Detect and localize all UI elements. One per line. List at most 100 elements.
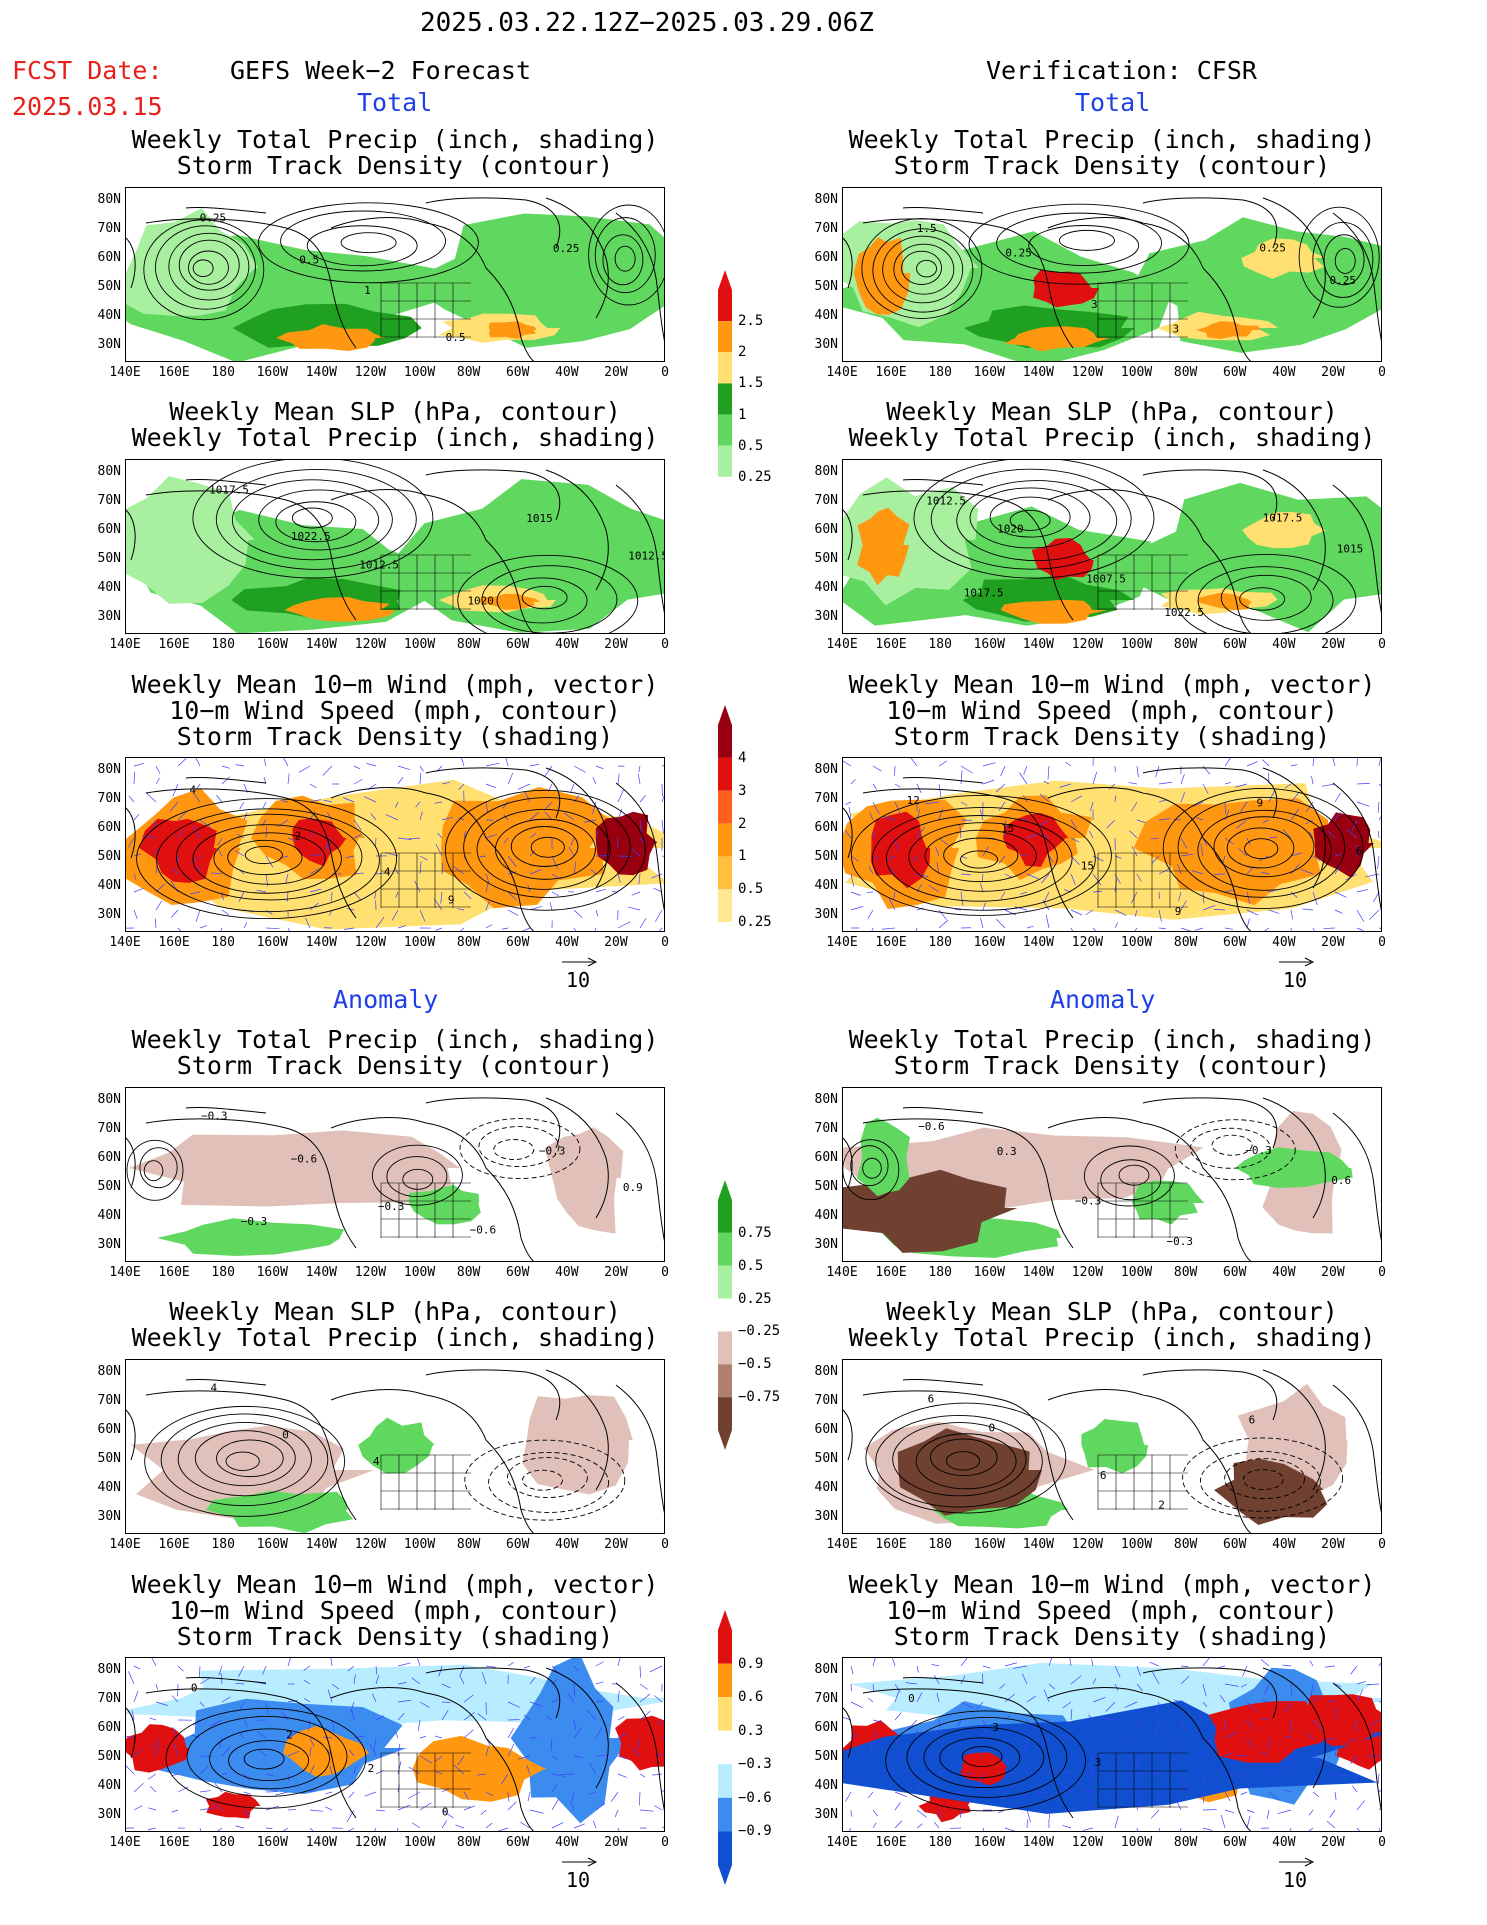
wind-vector [407,837,421,840]
wind-vector [1378,1701,1381,1703]
wind-vector [1202,1827,1213,1831]
colorbar-cap [718,705,732,725]
precip-anomaly [544,1127,624,1234]
wind-vector [435,1771,443,1775]
wind-vector [1149,1661,1160,1667]
wind-vector [595,1661,604,1667]
wind-vector [309,1827,314,1831]
wind-vector [868,1697,874,1703]
wind-vector [845,801,852,805]
wind-vector [638,1737,641,1749]
wind-vector [1043,780,1050,785]
wind-vector [951,1791,962,1796]
wind-vector [363,796,377,803]
wind-vector [586,1709,597,1721]
wind-vector [1305,1732,1314,1739]
coastline [862,1688,1074,1819]
wind-vector [982,1673,984,1685]
wind-vector [199,1807,213,1811]
forecast-map-panel: 0.25 0.5 1 0.5 0.25 [125,187,665,362]
lon-tick-label: 160E [158,1835,190,1850]
contour-line [908,822,1058,892]
coastline [545,197,609,319]
lon-tick-label: 80W [1173,637,1198,652]
wind-vector [595,1727,603,1739]
wind-vector [275,1791,289,1796]
wind-vector [1004,1715,1011,1721]
wind-vector [133,1805,143,1811]
lon-tick-label: 100W [1120,365,1153,380]
wind-vector [373,1737,377,1752]
wind-vector [960,891,964,906]
wind-vector [617,1716,625,1721]
state-boundaries [1097,852,1188,908]
lon-tick-label: 160W [973,1537,1005,1552]
wind-vector [463,1694,474,1703]
coastline [145,490,357,621]
vector-reference-arrow [1279,957,1315,967]
wind-vector [173,1743,179,1757]
wind-vector [323,799,333,803]
wind-vector [931,1663,940,1667]
wind-vector [583,819,597,823]
wind-vector [872,1822,877,1829]
wind-vector [1263,927,1270,931]
wind-vector [1200,843,1204,857]
precip-area [404,213,664,348]
storm-density [1003,812,1069,867]
contour-label: 0.25 [1259,242,1286,255]
colorbar-label: 2 [738,344,747,361]
wind-vector [933,1821,940,1829]
wind-vector [998,855,1006,864]
lon-tick-label: 160W [256,1265,288,1280]
verification-map-panel: 0 3 3 [842,1657,1382,1832]
wind-vector [543,801,553,811]
colorbar-segment [718,414,732,446]
coastline [862,218,1074,349]
wind-vector [485,1665,496,1668]
wind-vector [501,927,509,930]
wind-vector [1158,1827,1161,1831]
lon-tick-label: 140E [826,935,858,950]
wind-vector [1262,819,1270,823]
lat-tick-label: 70N [814,791,838,806]
wind-vector [147,1827,157,1831]
wind-vector [1069,1658,1072,1667]
wind-vector [1176,1801,1182,1811]
wind-vector [407,1791,421,1799]
wind-vector [199,1765,209,1775]
wind-vector [1268,836,1278,839]
contour-line [192,824,342,894]
lon-tick-label: 180 [928,935,952,950]
wind-vector [366,763,377,767]
wind-vector [1378,927,1381,929]
lon-tick-label: 60W [505,1265,530,1280]
colorbar-segment [718,321,732,353]
coastline [330,1389,535,1533]
wind-vector [192,826,201,839]
wind-vector [1260,1750,1270,1757]
lon-tick-label: 140E [109,1265,141,1280]
contour-line [924,829,1037,883]
wind-vector [283,758,289,767]
wind-vector [893,891,896,901]
wind-vector [850,1773,859,1781]
wind-vector [218,1665,223,1676]
coastline [1262,469,1326,591]
wind-vector [485,801,489,813]
wind-vector [1151,855,1160,864]
wind-vector [982,1827,985,1831]
wind-vector [595,1681,604,1685]
wind-vector [639,795,647,803]
wind-vector [637,773,641,785]
wind-vector [653,887,663,893]
precip-area [126,476,255,604]
lat-tick-label: 80N [814,464,838,479]
contour-label: 15 [1001,822,1014,835]
contour-line [275,501,357,543]
lon-tick-label: 40W [1272,1835,1296,1850]
lat-tick-label: 40N [814,308,838,323]
wind-vector [441,781,451,785]
contour-label: 4 [210,1382,217,1395]
wind-vector [353,1735,365,1739]
